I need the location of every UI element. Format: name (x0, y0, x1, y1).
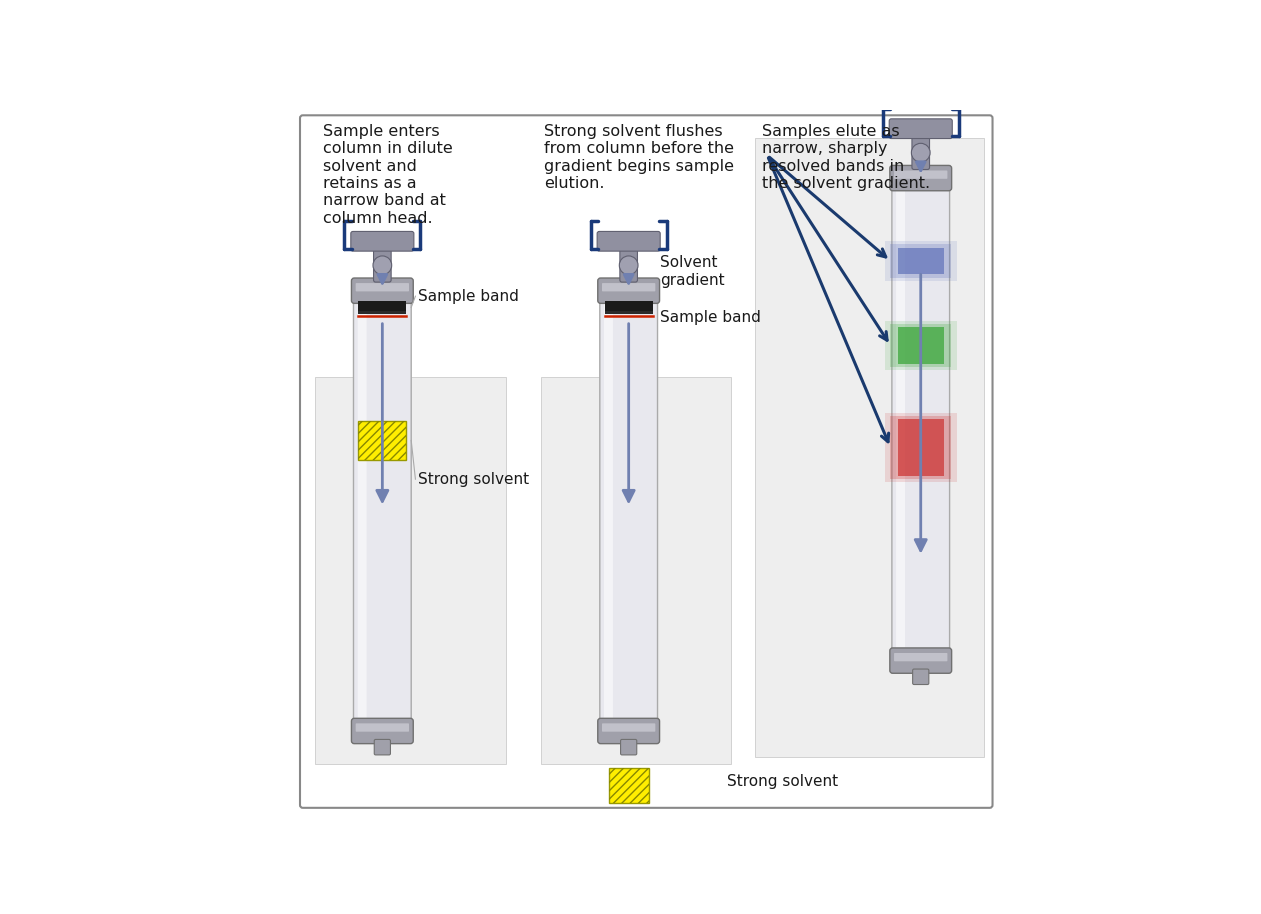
FancyBboxPatch shape (352, 718, 414, 744)
FancyBboxPatch shape (892, 178, 950, 661)
Circle shape (912, 143, 931, 162)
Text: Sample band: Sample band (417, 289, 518, 303)
Text: Sample enters
column in dilute
solvent and
retains as a
narrow band at
column he: Sample enters column in dilute solvent a… (323, 123, 453, 226)
FancyBboxPatch shape (315, 377, 506, 764)
Circle shape (619, 256, 638, 274)
Text: Samples elute as
narrow, sharply
resolved bands in
the solvent gradient.: Samples elute as narrow, sharply resolve… (763, 123, 931, 191)
FancyBboxPatch shape (890, 165, 952, 191)
FancyBboxPatch shape (620, 239, 638, 282)
Bar (609, 768, 648, 802)
Bar (885, 413, 957, 482)
Bar (885, 241, 957, 281)
Bar (358, 311, 406, 314)
FancyBboxPatch shape (373, 239, 391, 282)
FancyBboxPatch shape (601, 283, 656, 292)
Bar (898, 248, 944, 274)
FancyBboxPatch shape (913, 669, 929, 685)
Bar (898, 420, 944, 475)
Bar (890, 324, 951, 367)
FancyBboxPatch shape (598, 231, 661, 251)
FancyBboxPatch shape (375, 739, 391, 755)
FancyBboxPatch shape (755, 138, 984, 757)
FancyBboxPatch shape (620, 739, 637, 755)
FancyBboxPatch shape (601, 723, 656, 732)
FancyBboxPatch shape (356, 283, 409, 292)
Text: Strong solvent: Strong solvent (417, 472, 528, 486)
FancyBboxPatch shape (598, 718, 660, 744)
FancyBboxPatch shape (600, 291, 657, 731)
FancyBboxPatch shape (890, 648, 952, 674)
Text: Solvent
gradient: Solvent gradient (661, 255, 725, 288)
Bar (890, 416, 951, 479)
Bar (605, 301, 653, 314)
Text: Strong solvent: Strong solvent (728, 774, 839, 790)
FancyBboxPatch shape (358, 298, 367, 724)
Bar (898, 327, 944, 364)
FancyBboxPatch shape (356, 723, 409, 732)
Bar (358, 421, 406, 460)
FancyBboxPatch shape (300, 115, 992, 808)
FancyBboxPatch shape (604, 298, 613, 724)
FancyBboxPatch shape (894, 171, 947, 179)
FancyBboxPatch shape (912, 126, 929, 169)
FancyBboxPatch shape (353, 291, 411, 731)
Bar (358, 421, 406, 460)
Bar (609, 768, 648, 802)
FancyBboxPatch shape (894, 653, 947, 662)
FancyBboxPatch shape (352, 278, 414, 303)
Bar (890, 244, 951, 278)
Text: Sample band: Sample band (661, 310, 762, 324)
FancyBboxPatch shape (351, 231, 414, 251)
FancyBboxPatch shape (598, 278, 660, 303)
Bar (885, 321, 957, 370)
Bar (605, 311, 653, 314)
Circle shape (373, 256, 392, 274)
Bar (358, 301, 406, 314)
Text: Strong solvent flushes
from column before the
gradient begins sample
elution.: Strong solvent flushes from column befor… (545, 123, 734, 191)
FancyBboxPatch shape (889, 119, 952, 139)
FancyBboxPatch shape (541, 377, 730, 764)
FancyBboxPatch shape (897, 185, 905, 654)
